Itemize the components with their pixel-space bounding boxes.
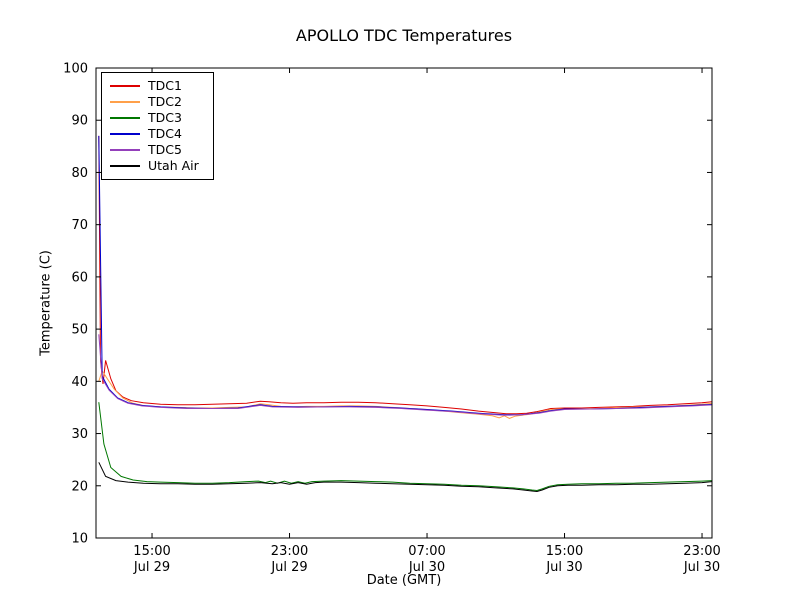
legend-item: TDC2 [110, 94, 199, 110]
series-line-utah-air [98, 462, 712, 493]
legend-item: TDC1 [110, 78, 199, 94]
legend-item: Utah Air [110, 158, 199, 174]
legend-label: TDC3 [148, 110, 182, 125]
series-line-tdc3 [98, 402, 712, 492]
x-tick-label-time: 07:00 [408, 544, 445, 559]
x-axis-label: Date (GMT) [366, 573, 442, 588]
y-tick-label: 10 [71, 532, 88, 547]
x-tick-label-date: Jul 29 [133, 560, 170, 575]
legend-line-swatch [110, 133, 140, 135]
legend-line-swatch [110, 101, 140, 103]
legend-label: TDC5 [148, 142, 182, 157]
legend-item: TDC5 [110, 142, 199, 158]
x-tick-label-date: Jul 30 [683, 560, 720, 575]
legend-line-swatch [110, 165, 140, 167]
chart-title: APOLLO TDC Temperatures [295, 26, 513, 45]
legend-line-swatch [110, 85, 140, 87]
x-tick-label-time: 23:00 [683, 544, 720, 559]
legend-line-swatch [110, 117, 140, 119]
x-tick-label-date: Jul 30 [545, 560, 582, 575]
legend-line-swatch [110, 149, 140, 151]
y-tick-label: 100 [63, 62, 88, 77]
legend-item: TDC3 [110, 110, 199, 126]
series-line-tdc5 [98, 334, 712, 416]
legend-label: TDC4 [148, 126, 182, 141]
y-tick-label: 70 [71, 218, 88, 233]
y-tick-label: 90 [71, 114, 88, 129]
legend-label: TDC2 [148, 94, 182, 109]
y-tick-label: 50 [71, 323, 88, 338]
x-tick-label-date: Jul 29 [270, 560, 307, 575]
legend: TDC1 TDC2 TDC3 TDC4 TDC5 Utah Air [101, 72, 214, 180]
x-tick-label-time: 15:00 [133, 544, 170, 559]
x-tick-label-time: 23:00 [271, 544, 308, 559]
series-line-tdc1 [98, 135, 712, 415]
legend-label: TDC1 [148, 78, 182, 93]
y-tick-label: 20 [71, 479, 88, 494]
legend-item: TDC4 [110, 126, 199, 142]
y-tick-label: 30 [71, 427, 88, 442]
x-tick-label-time: 15:00 [546, 544, 583, 559]
y-tick-label: 80 [71, 166, 88, 181]
x-tick-label-date: Jul 30 [408, 560, 445, 575]
y-tick-label: 60 [71, 270, 88, 285]
y-tick-label: 40 [71, 375, 88, 390]
legend-label: Utah Air [148, 158, 199, 173]
axes-frame [95, 67, 713, 539]
series-line-tdc2 [98, 369, 712, 419]
